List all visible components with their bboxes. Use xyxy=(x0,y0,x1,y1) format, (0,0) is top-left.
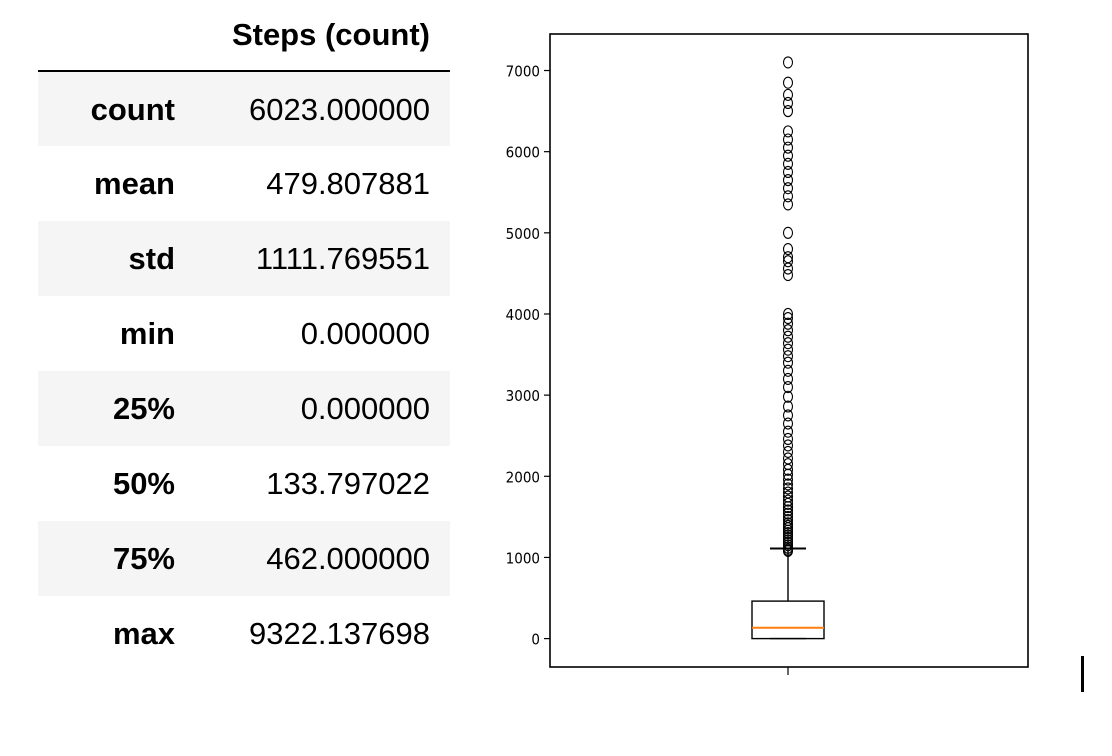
column-header: Steps (count) xyxy=(175,0,450,72)
outlier-point xyxy=(782,343,794,356)
outlier-point xyxy=(782,165,794,179)
outlier-point xyxy=(782,439,794,452)
outlier-point xyxy=(782,56,794,69)
table-row: std 1111.769551 xyxy=(38,221,450,296)
outlier-point xyxy=(782,494,794,507)
y-tick-label: 6000 xyxy=(506,144,540,162)
outlier-point xyxy=(782,356,794,369)
outlier-point xyxy=(782,510,794,523)
outlier-point xyxy=(782,478,794,491)
outlier-point xyxy=(782,507,794,520)
outlier-point xyxy=(782,400,794,413)
outlier-point xyxy=(782,482,794,495)
table-row: count 6023.000000 xyxy=(38,71,450,146)
outlier-point xyxy=(782,157,794,170)
outlier-point xyxy=(782,149,794,162)
outlier-point xyxy=(782,364,794,377)
outlier-point xyxy=(782,317,794,330)
row-value: 6023.000000 xyxy=(248,91,430,127)
outlier-point xyxy=(782,96,794,110)
outlier-point xyxy=(782,76,794,89)
outlier-point xyxy=(782,504,794,517)
row-label: min xyxy=(119,316,175,351)
table-row: mean 479.807881 xyxy=(38,146,450,221)
row-label: mean xyxy=(94,166,175,201)
outlier-point xyxy=(782,452,794,465)
outlier-point xyxy=(782,490,794,503)
row-label: 25% xyxy=(112,391,175,426)
box-plot: 0 1000 2000 3000 4000 5000 6000 7000 xyxy=(506,33,1029,675)
row-value: 479.807881 xyxy=(266,166,430,201)
row-label: 75% xyxy=(112,541,175,576)
outlier-point xyxy=(782,350,794,363)
outlier-point xyxy=(782,226,794,239)
outlier-point xyxy=(782,133,794,146)
outlier-point xyxy=(782,417,794,430)
row-value: 462.000000 xyxy=(266,541,430,576)
box-iqr xyxy=(751,600,825,640)
table-row: 50% 133.797022 xyxy=(38,446,450,521)
outlier-point xyxy=(782,255,794,268)
row-label: max xyxy=(112,616,175,651)
outlier-point xyxy=(782,125,794,138)
summary-statistics-table: Steps (count) count 6023.000000 mean 479… xyxy=(38,0,450,671)
outlier-point xyxy=(782,514,794,527)
outlier-point xyxy=(782,182,794,195)
row-value: 9322.137698 xyxy=(248,616,430,651)
outlier-point xyxy=(782,307,794,321)
table-header-row: Steps (count) xyxy=(38,0,450,72)
outlier-point xyxy=(782,243,794,256)
outlier-point xyxy=(782,458,794,471)
outlier-point xyxy=(782,198,794,211)
outlier-point xyxy=(782,517,794,530)
table-row: max 9322.137698 xyxy=(38,596,450,671)
y-tick-label: 4000 xyxy=(506,306,540,324)
y-tick-label: 0 xyxy=(531,631,540,649)
outlier-point xyxy=(782,268,794,282)
table-row: min 0.000000 xyxy=(38,296,450,371)
outlier-point xyxy=(782,425,794,438)
row-label: 50% xyxy=(112,466,175,501)
outlier-point xyxy=(782,174,794,187)
text-cursor xyxy=(1081,656,1084,692)
y-tick-label: 1000 xyxy=(506,549,540,567)
outlier-point xyxy=(782,88,794,101)
table-row: 75% 462.000000 xyxy=(38,521,450,596)
outlier-point xyxy=(782,390,794,403)
outlier-point xyxy=(782,141,794,154)
outlier-point xyxy=(782,380,794,394)
outlier-point xyxy=(782,251,794,264)
row-value: 0.000000 xyxy=(300,391,430,426)
row-value: 0.000000 xyxy=(300,316,430,351)
outlier-point xyxy=(782,486,794,499)
row-label: count xyxy=(90,91,175,127)
y-tick-label: 2000 xyxy=(506,468,540,486)
outlier-point xyxy=(782,432,794,446)
outlier-point xyxy=(782,409,794,422)
row-value: 1111.769551 xyxy=(255,241,430,276)
outlier-point xyxy=(782,330,794,343)
outlier-point xyxy=(782,105,794,118)
row-label: std xyxy=(128,241,176,276)
outlier-point xyxy=(782,372,794,385)
outlier-point xyxy=(782,445,794,458)
y-tick-label: 7000 xyxy=(506,63,540,81)
plot-frame xyxy=(549,33,1029,668)
outlier-point xyxy=(782,311,794,325)
outlier-point xyxy=(782,473,794,486)
y-tick-label: 3000 xyxy=(506,387,540,405)
y-tick-label: 5000 xyxy=(506,225,540,243)
outlier-point xyxy=(782,190,794,203)
table-row: 25% 0.000000 xyxy=(38,371,450,446)
row-value: 133.797022 xyxy=(266,466,430,501)
table-corner-cell xyxy=(38,0,175,72)
outlier-point xyxy=(782,337,794,350)
outlier-point xyxy=(782,324,794,337)
